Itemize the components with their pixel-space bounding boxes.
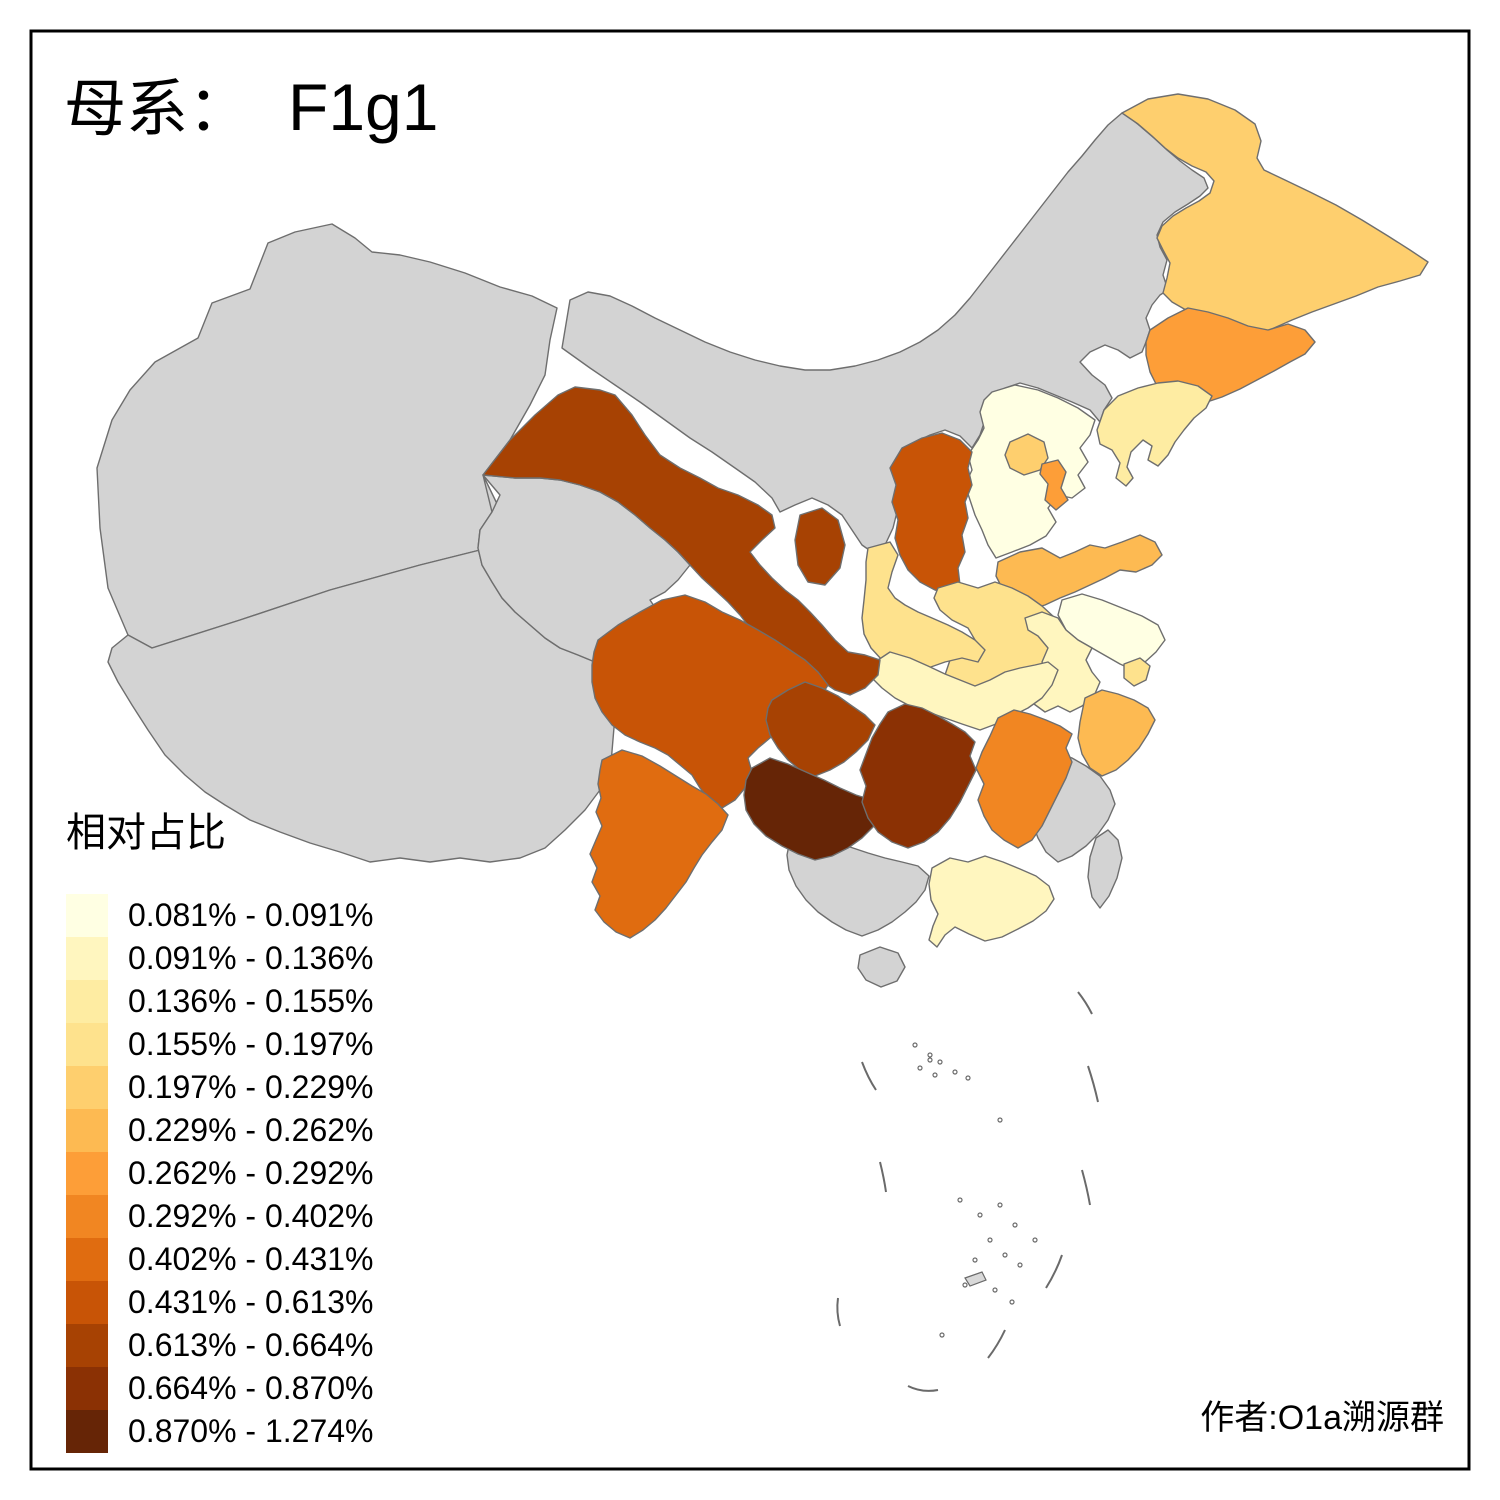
province-yunnan xyxy=(589,749,729,939)
legend-row: 0.664% - 0.870% xyxy=(66,1367,374,1410)
legend-swatch xyxy=(66,1152,108,1195)
legend-swatch xyxy=(66,1066,108,1109)
legend-swatch xyxy=(66,1281,108,1324)
legend-label: 0.136% - 0.155% xyxy=(128,983,374,1019)
province-shanghai xyxy=(1123,657,1151,687)
legend-row: 0.262% - 0.292% xyxy=(66,1152,374,1195)
map-title: 母系： F1g1 xyxy=(64,58,438,148)
legend-row: 0.292% - 0.402% xyxy=(66,1195,374,1238)
legend-row: 0.229% - 0.262% xyxy=(66,1109,374,1152)
legend-row: 0.081% - 0.091% xyxy=(66,894,374,937)
legend-row: 0.431% - 0.613% xyxy=(66,1281,374,1324)
legend-label: 0.292% - 0.402% xyxy=(128,1198,374,1234)
province-chongqing xyxy=(765,681,876,777)
province-guangdong xyxy=(928,855,1055,948)
legend-row: 0.155% - 0.197% xyxy=(66,1023,374,1066)
legend-row: 0.197% - 0.229% xyxy=(66,1066,374,1109)
author-credit: 作者:O1a溯源群 xyxy=(1200,1399,1444,1437)
legend-title: 相对占比 xyxy=(66,810,226,855)
legend-label: 0.229% - 0.262% xyxy=(128,1112,374,1148)
map-title-haplogroup: F1g1 xyxy=(288,70,439,144)
legend-swatch xyxy=(66,1023,108,1066)
legend-label: 0.870% - 1.274% xyxy=(128,1413,374,1449)
map-title-prefix: 母系： xyxy=(64,76,251,144)
province-tianjin xyxy=(1039,459,1069,511)
legend-row: 0.402% - 0.431% xyxy=(66,1238,374,1281)
legend-swatch xyxy=(66,980,108,1023)
legend-label: 0.155% - 0.197% xyxy=(128,1026,374,1062)
province-jiangxi xyxy=(975,709,1073,849)
legend-swatch xyxy=(66,1109,108,1152)
legend-row: 0.870% - 1.274% xyxy=(66,1410,374,1453)
legend-swatch xyxy=(66,1410,108,1453)
province-shaanxi xyxy=(861,541,986,673)
legend: 相对占比 0.081% - 0.091% 0.091% - 0.136% 0.136… xyxy=(66,800,374,1453)
province-gansu xyxy=(482,386,881,696)
legend-swatch xyxy=(66,1367,108,1410)
legend-swatch xyxy=(66,1238,108,1281)
legend-label: 0.664% - 0.870% xyxy=(128,1370,374,1406)
province-hainan xyxy=(857,946,906,988)
legend-label: 0.431% - 0.613% xyxy=(128,1284,374,1320)
island-specks xyxy=(912,1042,1038,1338)
legend-swatch xyxy=(66,1324,108,1367)
province-beijing xyxy=(1004,433,1049,476)
legend-label: 0.262% - 0.292% xyxy=(128,1155,374,1191)
legend-swatch xyxy=(66,1195,108,1238)
legend-row: 0.136% - 0.155% xyxy=(66,980,374,1023)
province-sichuan xyxy=(591,594,829,809)
legend-label: 0.402% - 0.431% xyxy=(128,1241,374,1277)
legend-label: 0.197% - 0.229% xyxy=(128,1069,374,1105)
province-ningxia xyxy=(794,507,846,586)
legend-swatch xyxy=(66,894,108,937)
legend-label: 0.613% - 0.664% xyxy=(128,1327,374,1363)
province-hunan xyxy=(859,703,977,849)
legend-row: 0.091% - 0.136% xyxy=(66,937,374,980)
legend-label: 0.091% - 0.136% xyxy=(128,940,374,976)
figure-frame xyxy=(29,29,1471,1471)
province-taiwan xyxy=(1087,829,1123,909)
legend-label: 0.081% - 0.091% xyxy=(128,897,374,933)
province-guizhou xyxy=(743,757,883,861)
legend-swatch xyxy=(66,937,108,980)
province-zhejiang xyxy=(1077,689,1156,777)
nine-dash-line xyxy=(836,991,1099,1392)
legend-rows: 0.081% - 0.091% 0.091% - 0.136% 0.136% - 0… xyxy=(66,894,374,1453)
legend-row: 0.613% - 0.664% xyxy=(66,1324,374,1367)
province-liaoning xyxy=(1096,380,1213,487)
province-shanxi xyxy=(889,432,973,596)
